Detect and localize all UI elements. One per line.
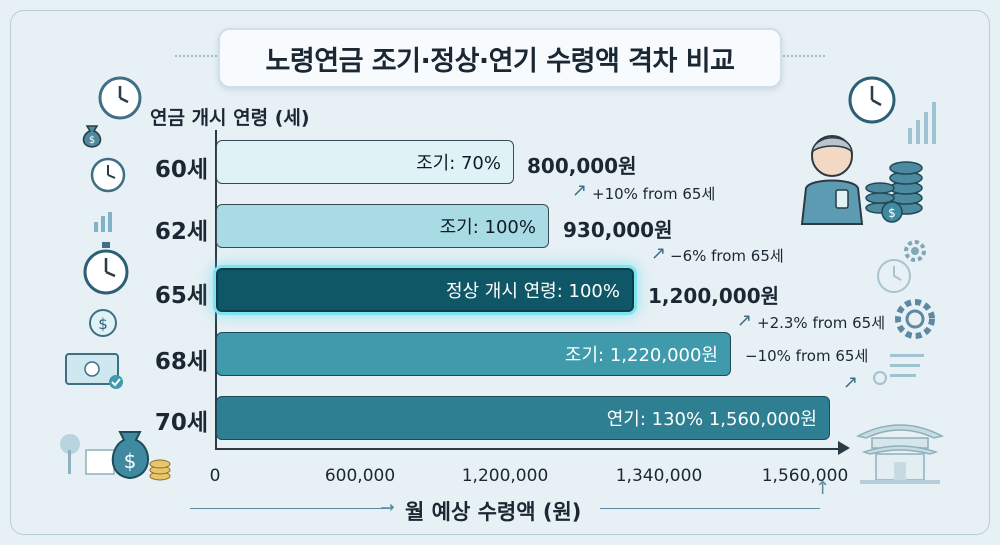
bar-62: 조기: 100%: [216, 204, 549, 248]
x-title-line-right: [600, 508, 820, 509]
category-label-65: 65세: [154, 283, 208, 309]
annotation-60: +10% from 65세: [592, 185, 716, 203]
svg-text:$: $: [89, 135, 95, 146]
clock-icon-small: [90, 157, 126, 193]
annotation-65: +2.3% from 65세: [757, 314, 886, 332]
coin-dollar-icon: $: [89, 309, 117, 337]
bar-label-60: 조기: 70%: [416, 153, 501, 174]
x-tick-4: 1,560,000: [761, 466, 849, 486]
bar-65: 정상 개시 연령: 100%: [216, 268, 634, 312]
category-label-60: 60세: [154, 157, 208, 183]
outer-frame: [10, 10, 990, 535]
retiree-person-icon: $: [800, 135, 923, 225]
bar-label-65: 정상 개시 연령: 100%: [445, 281, 620, 302]
category-label-70: 70세: [154, 410, 208, 436]
x-axis-arrowhead: [838, 441, 850, 455]
svg-text:$: $: [98, 315, 108, 333]
stopwatch-icon: [83, 242, 129, 295]
amount-label-60: 800,000원: [527, 154, 637, 178]
x-title-line-left: [190, 508, 390, 509]
annotation-arrow-4: ↗: [843, 372, 859, 393]
annotation-arrow-1: ↗: [572, 180, 588, 201]
annotation-62: −6% from 65세: [670, 247, 784, 265]
chart-title: 노령연금 조기·정상·연기 수령액 격차 비교: [218, 28, 782, 88]
growth-bars-icon: [908, 102, 936, 144]
bar-chart-icon: [94, 212, 112, 232]
svg-text:$: $: [888, 206, 896, 220]
annotation-arrow-3: ↗: [737, 310, 753, 331]
bar-label-68: 조기: 1,220,000원: [564, 345, 718, 366]
gear-icon-small: [904, 240, 926, 262]
clock-outline-icon: [877, 259, 911, 293]
banknote-icon: [65, 353, 123, 389]
title-dotted-line-left: [175, 55, 217, 57]
bar-label-70: 연기: 130% 1,560,000원: [606, 409, 817, 430]
bar-label-62: 조기: 100%: [439, 217, 536, 238]
y-axis-title: 연금 개시 연령 (세): [150, 107, 310, 129]
x-tick-2: 1,200,000: [461, 466, 549, 486]
annotation-68: −10% from 65세: [745, 347, 869, 365]
x-tick-1: 600,000: [324, 466, 396, 486]
category-label-68: 68세: [154, 349, 208, 375]
amount-label-62: 930,000원: [563, 218, 673, 242]
money-bag-icon: $: [82, 125, 102, 148]
clock-icon-right: [848, 76, 896, 124]
traditional-building-icon: [855, 424, 945, 484]
x-title-arrow-right: ➝: [380, 497, 396, 518]
x-title-arrow-up: ↑: [815, 478, 831, 499]
bar-60: 조기: 70%: [216, 140, 514, 184]
x-tick-3: 1,340,000: [615, 466, 703, 486]
list-lines-icon: [873, 354, 924, 385]
annotation-arrow-2: ↗: [651, 243, 667, 264]
svg-text:$: $: [124, 449, 137, 473]
clock-icon: [98, 76, 142, 120]
savings-illustration-icon: $: [60, 431, 171, 481]
bar-70: 연기: 130% 1,560,000원: [216, 396, 830, 440]
amount-label-65: 1,200,000원: [648, 284, 780, 308]
gear-icon: [895, 299, 935, 339]
category-label-62: 62세: [154, 219, 208, 245]
x-axis-title: 월 예상 수령액 (원): [405, 500, 582, 524]
bar-68: 조기: 1,220,000원: [216, 332, 731, 376]
x-axis-line: [215, 448, 845, 450]
x-tick-0: 0: [209, 466, 221, 486]
title-dotted-line-right: [780, 55, 825, 57]
